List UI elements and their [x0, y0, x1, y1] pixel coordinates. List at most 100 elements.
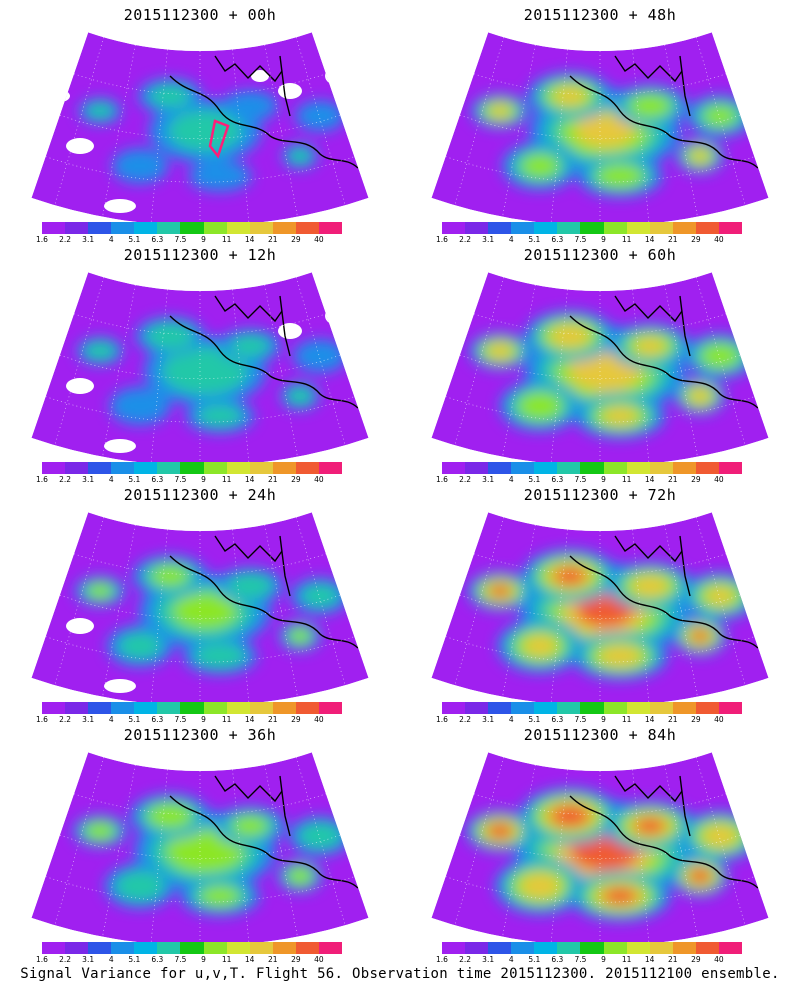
colorbar-label: 1.6	[36, 715, 48, 724]
colorbar-swatch	[695, 942, 719, 954]
colorbar-label: 4	[108, 715, 114, 724]
colorbar-label: 9	[201, 475, 206, 484]
colorbar-label: 5.1	[128, 235, 141, 244]
colorbar-swatch	[226, 702, 250, 714]
variance-map	[431, 272, 769, 466]
colorbar-labels: 1.6 2.2 3.1 4 5.1 6.3 7.5 9 11 14 21 29 40	[36, 475, 342, 485]
colorbar-label: 29	[291, 715, 301, 724]
colorbar-label: 2.2	[59, 235, 72, 244]
colorbar-swatch	[465, 222, 489, 234]
colorbar-swatch	[557, 462, 581, 474]
variance-map	[31, 272, 369, 466]
colorbar-label: 9	[601, 475, 606, 484]
colorbar-swatch	[111, 702, 135, 714]
colorbar-label: 29	[691, 235, 701, 244]
colorbar-swatch	[626, 942, 650, 954]
colorbar-label: 2.2	[459, 715, 472, 724]
colorbar-labels: 1.6 2.2 3.1 4 5.1 6.3 7.5 9 11 14 21 29 40	[436, 955, 742, 965]
map-panel: 2015112300 + 84h 1.6 2.2 3.1 4 5.1 6.3 7.5 9 11 14…	[400, 720, 800, 970]
panel-title: 2015112300 + 48h	[523, 6, 677, 24]
colorbar-swatch	[557, 222, 581, 234]
colorbar-swatch	[42, 702, 66, 714]
colorbar-labels: 1.6 2.2 3.1 4 5.1 6.3 7.5 9 11 14 21 29 40	[436, 715, 742, 725]
colorbar-label: 5.1	[528, 715, 541, 724]
variance-map	[31, 512, 369, 706]
colorbar-swatch	[603, 942, 627, 954]
colorbar-label: 4	[508, 955, 514, 964]
colorbar-swatch	[180, 942, 204, 954]
colorbar-label: 7.5	[174, 715, 187, 724]
colorbar-label: 2.2	[59, 715, 72, 724]
colorbar-swatch	[203, 222, 227, 234]
colorbar-label: 29	[291, 235, 301, 244]
colorbar-swatch	[626, 462, 650, 474]
colorbar-swatch	[718, 222, 743, 234]
colorbar-label: 40	[714, 955, 724, 964]
colorbar-swatch	[718, 462, 743, 474]
colorbar-swatch	[649, 702, 673, 714]
colorbar-swatch	[465, 702, 489, 714]
colorbar-label: 21	[267, 235, 278, 244]
colorbar	[42, 222, 343, 234]
colorbar-swatch	[157, 462, 181, 474]
colorbar-label: 21	[667, 715, 678, 724]
colorbar-label: 9	[601, 955, 606, 964]
colorbar-swatch	[157, 222, 181, 234]
colorbar-label: 1.6	[436, 955, 448, 964]
colorbar-label: 11	[621, 955, 632, 964]
colorbar	[42, 462, 343, 474]
colorbar-swatch	[318, 942, 343, 954]
colorbar-label: 7.5	[174, 235, 187, 244]
colorbar-swatch	[111, 222, 135, 234]
colorbar-label: 2.2	[459, 235, 472, 244]
colorbar-swatch	[580, 942, 604, 954]
colorbar	[442, 702, 743, 714]
colorbar-label: 7.5	[174, 955, 187, 964]
colorbar-swatch	[534, 462, 558, 474]
colorbar-swatch	[88, 222, 112, 234]
colorbar-swatch	[534, 702, 558, 714]
colorbar-label: 6.3	[151, 715, 164, 724]
colorbar-swatch	[672, 222, 696, 234]
colorbar-label: 9	[601, 715, 606, 724]
colorbar-label: 1.6	[36, 475, 48, 484]
colorbar-swatch	[249, 222, 273, 234]
colorbar-swatch	[88, 462, 112, 474]
colorbar-swatch	[65, 222, 89, 234]
colorbar-swatch	[557, 942, 581, 954]
colorbar-swatch	[488, 222, 512, 234]
colorbar-swatch	[318, 702, 343, 714]
colorbar-label: 11	[621, 235, 632, 244]
colorbar-swatch	[272, 702, 296, 714]
variance-map	[431, 752, 769, 946]
colorbar-swatch	[488, 702, 512, 714]
colorbar-label: 6.3	[151, 475, 164, 484]
colorbar-label: 3.1	[82, 955, 95, 964]
colorbar-swatch	[42, 462, 66, 474]
colorbar-swatch	[626, 222, 650, 234]
colorbar-swatch	[465, 462, 489, 474]
colorbar-label: 21	[667, 475, 678, 484]
colorbar-label: 40	[314, 715, 324, 724]
colorbar-swatch	[557, 702, 581, 714]
colorbar-swatch	[203, 942, 227, 954]
flight-track	[208, 119, 230, 159]
colorbar-swatch	[511, 702, 535, 714]
colorbar-swatch	[534, 222, 558, 234]
colorbar-label: 6.3	[551, 955, 564, 964]
colorbar-label: 11	[621, 715, 632, 724]
colorbar-label: 6.3	[551, 235, 564, 244]
colorbar-swatch	[442, 702, 466, 714]
colorbar-swatch	[295, 462, 319, 474]
colorbar-label: 40	[314, 955, 324, 964]
colorbar-label: 5.1	[528, 475, 541, 484]
colorbar-label: 5.1	[128, 715, 141, 724]
colorbar	[442, 222, 743, 234]
colorbar-label: 9	[201, 235, 206, 244]
colorbar-swatch	[180, 222, 204, 234]
colorbar-swatch	[65, 702, 89, 714]
colorbar-label: 11	[221, 715, 232, 724]
colorbar-swatch	[226, 942, 250, 954]
variance-map	[31, 32, 369, 226]
colorbar-swatch	[272, 222, 296, 234]
